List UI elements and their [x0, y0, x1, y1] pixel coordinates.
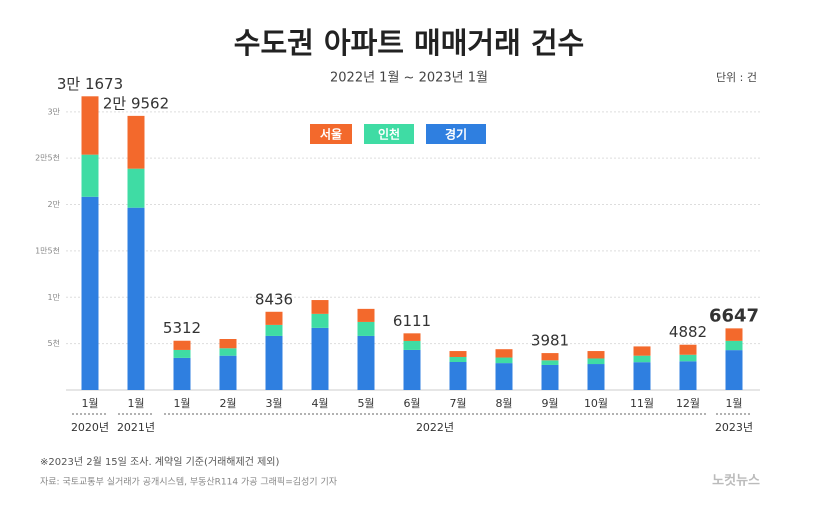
logo: 노컷뉴스 — [712, 473, 760, 489]
y-tick-label: 2만5천 — [35, 153, 60, 163]
total-label: 4882 — [669, 323, 707, 341]
total-label: 6647 — [709, 305, 759, 326]
bar-segment — [403, 349, 421, 390]
bar-segment — [127, 115, 145, 169]
total-label: 2만 9562 — [103, 94, 169, 112]
bar-segment — [679, 361, 697, 390]
bar-segment — [679, 354, 697, 362]
x-tick-label: 10월 — [584, 397, 608, 410]
bar-segment — [127, 168, 145, 208]
bar-segment — [265, 335, 283, 390]
bar-segment — [449, 356, 467, 362]
bar-segment — [725, 328, 743, 341]
bar-segment — [633, 362, 651, 390]
legend-swatch — [364, 124, 414, 144]
bar-segment — [219, 355, 237, 390]
bar-segment — [541, 360, 559, 365]
x-tick-label: 8월 — [495, 397, 512, 410]
source: 자료: 국토교통부 실거래가 공개시스템, 부동산R114 가공 그래픽=김성기… — [40, 476, 338, 488]
bar-segment — [495, 357, 513, 364]
bar-segment — [725, 340, 743, 351]
bar-segment — [541, 364, 559, 390]
total-label: 8436 — [255, 290, 293, 308]
total-label: 3981 — [531, 332, 569, 350]
legend-label: 인천 — [378, 127, 400, 142]
x-tick-label: 12월 — [676, 397, 700, 410]
bar-segment — [311, 327, 329, 390]
x-tick-label: 7월 — [449, 397, 466, 410]
bar-segment — [173, 349, 191, 358]
bar-segment — [357, 321, 375, 336]
bar-segment — [587, 358, 605, 365]
x-tick-label: 1월 — [173, 397, 190, 410]
x-tick-label: 2월 — [219, 397, 236, 410]
bar-segment — [265, 324, 283, 336]
bar-segment — [587, 351, 605, 359]
x-tick-label: 11월 — [630, 397, 654, 410]
bar-segment — [311, 313, 329, 328]
bar-segment — [81, 96, 99, 155]
subtitle: 2022년 1월 ~ 2023년 1월 — [330, 71, 488, 86]
x-tick-label: 1월 — [81, 397, 98, 410]
x-tick-label: 4월 — [311, 397, 328, 410]
bar-segment — [127, 207, 145, 390]
bar-segment — [81, 196, 99, 390]
legend-swatch — [310, 124, 352, 144]
bar-segment — [81, 154, 99, 197]
total-label: 3만 1673 — [57, 75, 123, 93]
legend-label: 서울 — [320, 127, 342, 142]
bar-segment — [633, 346, 651, 356]
x-tick-label: 3월 — [265, 397, 282, 410]
group-label: 2021년 — [117, 421, 155, 434]
y-tick-label: 5천 — [48, 338, 60, 348]
group-label: 2020년 — [71, 421, 109, 434]
unit: 단위 : 건 — [716, 71, 757, 84]
bar-segment — [633, 355, 651, 363]
total-label: 6111 — [393, 312, 431, 330]
bar-segment — [403, 340, 421, 350]
bar-segment — [265, 311, 283, 325]
bar-segment — [219, 348, 237, 356]
bar-segment — [449, 361, 467, 390]
total-label: 5312 — [163, 319, 201, 337]
x-tick-label: 6월 — [403, 397, 420, 410]
chart-title: 수도권 아파트 매매거래 건수 — [234, 26, 584, 60]
bar-segment — [587, 364, 605, 390]
bar-segment — [173, 357, 191, 390]
bar-segment — [495, 363, 513, 390]
bar-segment — [219, 339, 237, 349]
bar-segment — [403, 333, 421, 341]
bar-segment — [725, 350, 743, 390]
bar-segment — [449, 351, 467, 357]
bar-segment — [495, 349, 513, 358]
y-tick-label: 1만 — [48, 293, 61, 302]
x-tick-label: 1월 — [725, 397, 742, 410]
y-tick-label: 2만 — [48, 200, 61, 209]
group-label: 2022년 — [416, 421, 454, 434]
legend-label: 경기 — [445, 127, 467, 142]
y-tick-label: 1만5천 — [35, 245, 60, 255]
bar-segment — [357, 308, 375, 322]
bar-segment — [357, 335, 375, 390]
bar-segment — [173, 340, 191, 350]
x-tick-label: 5월 — [357, 397, 374, 410]
bar-segment — [679, 344, 697, 355]
bar-segment — [541, 353, 559, 361]
bar-segment — [311, 300, 329, 314]
x-tick-label: 1월 — [127, 397, 144, 410]
y-tick-label: 3만 — [48, 107, 61, 116]
footnote: ※2023년 2월 15일 조사. 계약일 기준(거래해제건 제외) — [40, 455, 279, 468]
group-label: 2023년 — [715, 421, 753, 434]
x-tick-label: 9월 — [541, 397, 558, 410]
legend-swatch — [426, 124, 486, 144]
